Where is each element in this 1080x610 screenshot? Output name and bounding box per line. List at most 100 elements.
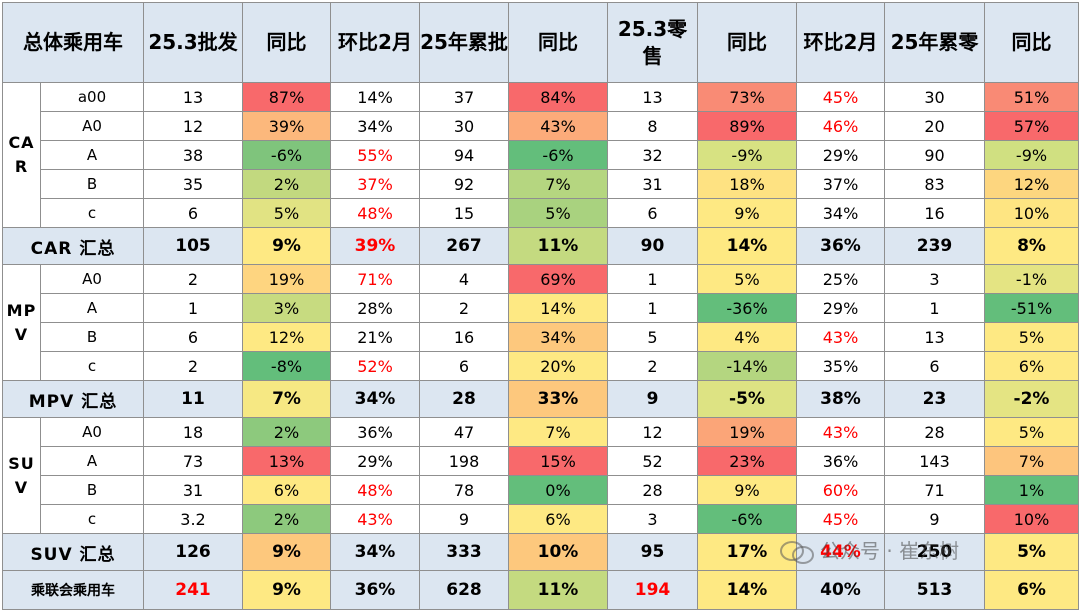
table-row: B 6 12% 21% 16 34% 5 4% 43% 13 5% (3, 322, 1079, 352)
header-cell: 同比 (984, 2, 1079, 83)
value-cell: 39% (242, 111, 331, 141)
value-cell: 9 (884, 504, 985, 534)
value-cell: -5% (697, 380, 797, 418)
value-cell: 513 (884, 570, 985, 610)
value-cell: 2% (242, 504, 331, 534)
value-cell: 34% (330, 380, 420, 418)
value-cell: -51% (984, 293, 1079, 323)
value-cell: 51% (984, 82, 1079, 112)
value-cell: 20% (508, 351, 608, 381)
value-cell: 5% (984, 417, 1079, 447)
category-label-part: SU (8, 453, 35, 473)
value-cell: 143 (884, 446, 985, 476)
table-row: A 1 3% 28% 2 14% 1 -36% 29% 1 -51% (3, 293, 1079, 323)
value-cell: 3% (242, 293, 331, 323)
value-cell: 6 (884, 351, 985, 381)
value-cell: 15 (419, 198, 509, 228)
value-cell: 34% (508, 322, 608, 352)
value-cell: 73 (143, 446, 243, 476)
value-cell: 5% (984, 533, 1079, 571)
total-label: 乘联会乘用车 (2, 570, 144, 610)
category-label-part: MP (6, 300, 37, 320)
value-cell: 69% (508, 264, 608, 294)
category-label: CA R (2, 82, 41, 228)
value-cell: 5% (508, 198, 608, 228)
value-cell: 83 (884, 169, 985, 199)
value-cell: 28 (607, 475, 698, 505)
subcategory-cell: B (40, 475, 144, 505)
value-cell: 8% (984, 227, 1079, 265)
value-cell: 19% (242, 264, 331, 294)
header-cell: 25年累批 (419, 2, 509, 83)
subcategory-cell: A0 (40, 111, 144, 141)
value-cell: 95 (607, 533, 698, 571)
table-row: A 38 -6% 55% 94 -6% 32 -9% 29% 90 -9% (3, 140, 1079, 170)
value-cell: 33% (508, 380, 608, 418)
subcategory-cell: A0 (40, 417, 144, 447)
value-cell: 45% (796, 82, 885, 112)
table-row: B 31 6% 48% 78 0% 28 9% 60% 71 1% (3, 475, 1079, 505)
value-cell: 89% (697, 111, 797, 141)
value-cell: 18% (697, 169, 797, 199)
header-cell: 25年累零 (884, 2, 985, 83)
subcategory-cell: A (40, 446, 144, 476)
value-cell: 239 (884, 227, 985, 265)
header-cell: 25.3批发 (143, 2, 243, 83)
value-cell: 29% (330, 446, 420, 476)
value-cell: 2 (143, 351, 243, 381)
value-cell: -6% (508, 140, 608, 170)
value-cell: 60% (796, 475, 885, 505)
value-cell: 14% (330, 82, 420, 112)
header-cell: 同比 (508, 2, 608, 83)
summary-row: CAR 汇总 105 9% 39% 267 11% 90 14% 36% 239 8% (2, 227, 1079, 265)
value-cell: 1 (607, 264, 698, 294)
value-cell: 78 (419, 475, 509, 505)
value-cell: 19% (697, 417, 797, 447)
value-cell: 29% (796, 293, 885, 323)
category-label-part: V (14, 324, 29, 344)
value-cell: 84% (508, 82, 608, 112)
category-label-part: V (14, 477, 29, 497)
category-label: SU V (2, 417, 41, 534)
header-cell: 环比2月 (796, 2, 885, 83)
value-cell: 9 (607, 380, 698, 418)
value-cell: 126 (143, 533, 243, 571)
category-label-part: CA (8, 133, 35, 152)
value-cell: 35 (143, 169, 243, 199)
value-cell: -2% (984, 380, 1079, 418)
value-cell: 90 (884, 140, 985, 170)
subcategory-cell: A0 (40, 264, 144, 294)
value-cell: 2 (143, 264, 243, 294)
value-cell: 3 (607, 504, 698, 534)
summary-label: SUV 汇总 (2, 533, 144, 571)
value-cell: 38 (143, 140, 243, 170)
value-cell: 35% (796, 351, 885, 381)
value-cell: -36% (697, 293, 797, 323)
value-cell: 9 (419, 504, 509, 534)
value-cell: -6% (242, 140, 331, 170)
value-cell: 7% (984, 446, 1079, 476)
subcategory-cell: A (40, 293, 144, 323)
value-cell: 36% (796, 446, 885, 476)
value-cell: 48% (330, 198, 420, 228)
header-cell: 同比 (697, 2, 797, 83)
value-cell: 14% (697, 227, 797, 265)
category-label-part: R (14, 157, 29, 176)
value-cell: 92 (419, 169, 509, 199)
value-cell: 194 (607, 570, 698, 610)
value-cell: 4 (419, 264, 509, 294)
value-cell: 11 (143, 380, 243, 418)
value-cell: 6 (607, 198, 698, 228)
value-cell: 34% (330, 111, 420, 141)
value-cell: 2% (242, 169, 331, 199)
value-cell: 44% (796, 533, 885, 571)
value-cell: -9% (697, 140, 797, 170)
value-cell: 2 (607, 351, 698, 381)
total-row: 乘联会乘用车 241 9% 36% 628 11% 194 14% 40% 513 6% (2, 570, 1079, 610)
value-cell: 9% (242, 533, 331, 571)
value-cell: 12 (607, 417, 698, 447)
value-cell: 2 (419, 293, 509, 323)
value-cell: 3.2 (143, 504, 243, 534)
table-row: MP V A0 2 19% 71% 4 69% 1 5% 25% 3 -1% (2, 264, 1079, 381)
